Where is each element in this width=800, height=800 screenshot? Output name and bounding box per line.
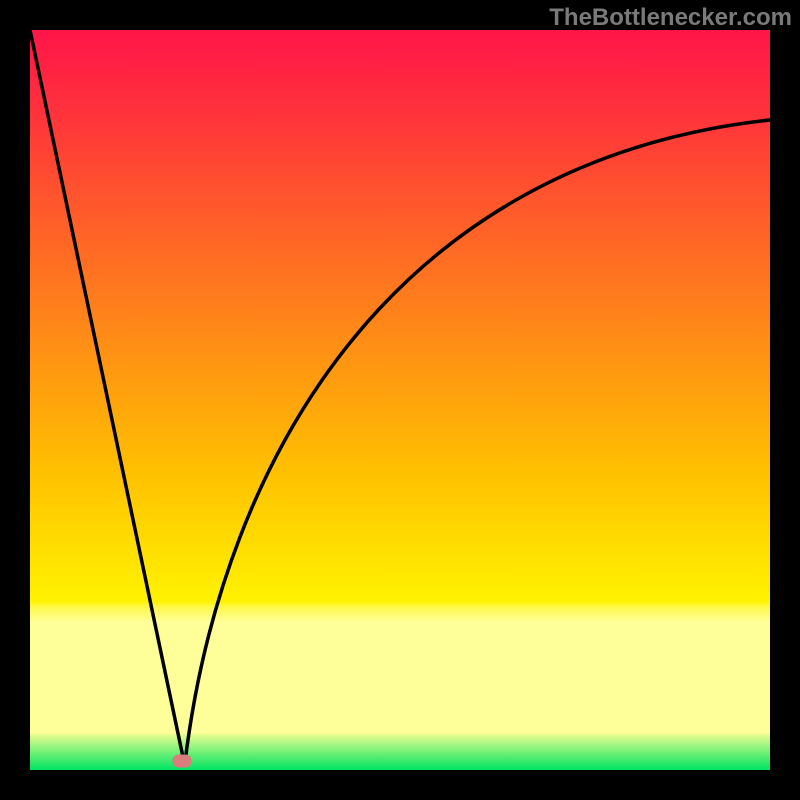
optimum-marker	[172, 755, 191, 768]
curve-path	[30, 30, 770, 765]
plot-area	[30, 30, 770, 770]
bottleneck-curve	[30, 30, 770, 770]
watermark-text: TheBottlenecker.com	[549, 4, 792, 32]
chart-canvas: TheBottlenecker.com	[0, 0, 800, 800]
